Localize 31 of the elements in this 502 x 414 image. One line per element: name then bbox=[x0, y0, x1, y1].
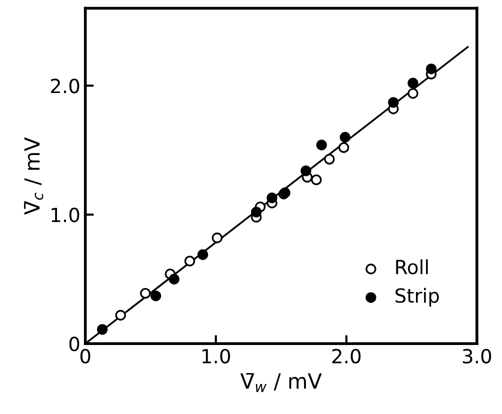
point bbox=[340, 132, 350, 143]
point bbox=[324, 154, 335, 165]
x-tick-label: 2.0 bbox=[332, 348, 361, 364]
y-tick-label: 0 bbox=[69, 336, 80, 352]
legend-label: Strip bbox=[396, 288, 439, 307]
y-tick-label: 1.0 bbox=[52, 208, 80, 222]
point bbox=[426, 64, 437, 74]
point bbox=[212, 232, 222, 244]
x-tick-label: 0 bbox=[80, 348, 90, 364]
point bbox=[96, 324, 108, 335]
point bbox=[388, 97, 399, 108]
point bbox=[197, 249, 208, 260]
point bbox=[140, 288, 151, 299]
point bbox=[266, 192, 278, 204]
point bbox=[408, 88, 418, 99]
y-tick-label: 2.0 bbox=[50, 78, 80, 94]
y-axis-title: V̄$_{c}$ / mV bbox=[24, 137, 44, 215]
point bbox=[115, 310, 126, 321]
legend-label: Roll bbox=[396, 259, 428, 274]
x-tick-label: 3.0 bbox=[462, 348, 492, 364]
x-axis-title: V̄$_{w}$ / mV bbox=[240, 373, 322, 392]
point bbox=[168, 274, 180, 284]
point bbox=[300, 165, 312, 176]
point bbox=[150, 290, 162, 302]
point bbox=[311, 174, 322, 186]
point bbox=[184, 256, 196, 266]
point bbox=[316, 140, 327, 150]
point bbox=[338, 142, 350, 153]
point bbox=[250, 206, 262, 218]
point bbox=[408, 78, 418, 88]
x-tick-label: 1.0 bbox=[202, 348, 230, 364]
